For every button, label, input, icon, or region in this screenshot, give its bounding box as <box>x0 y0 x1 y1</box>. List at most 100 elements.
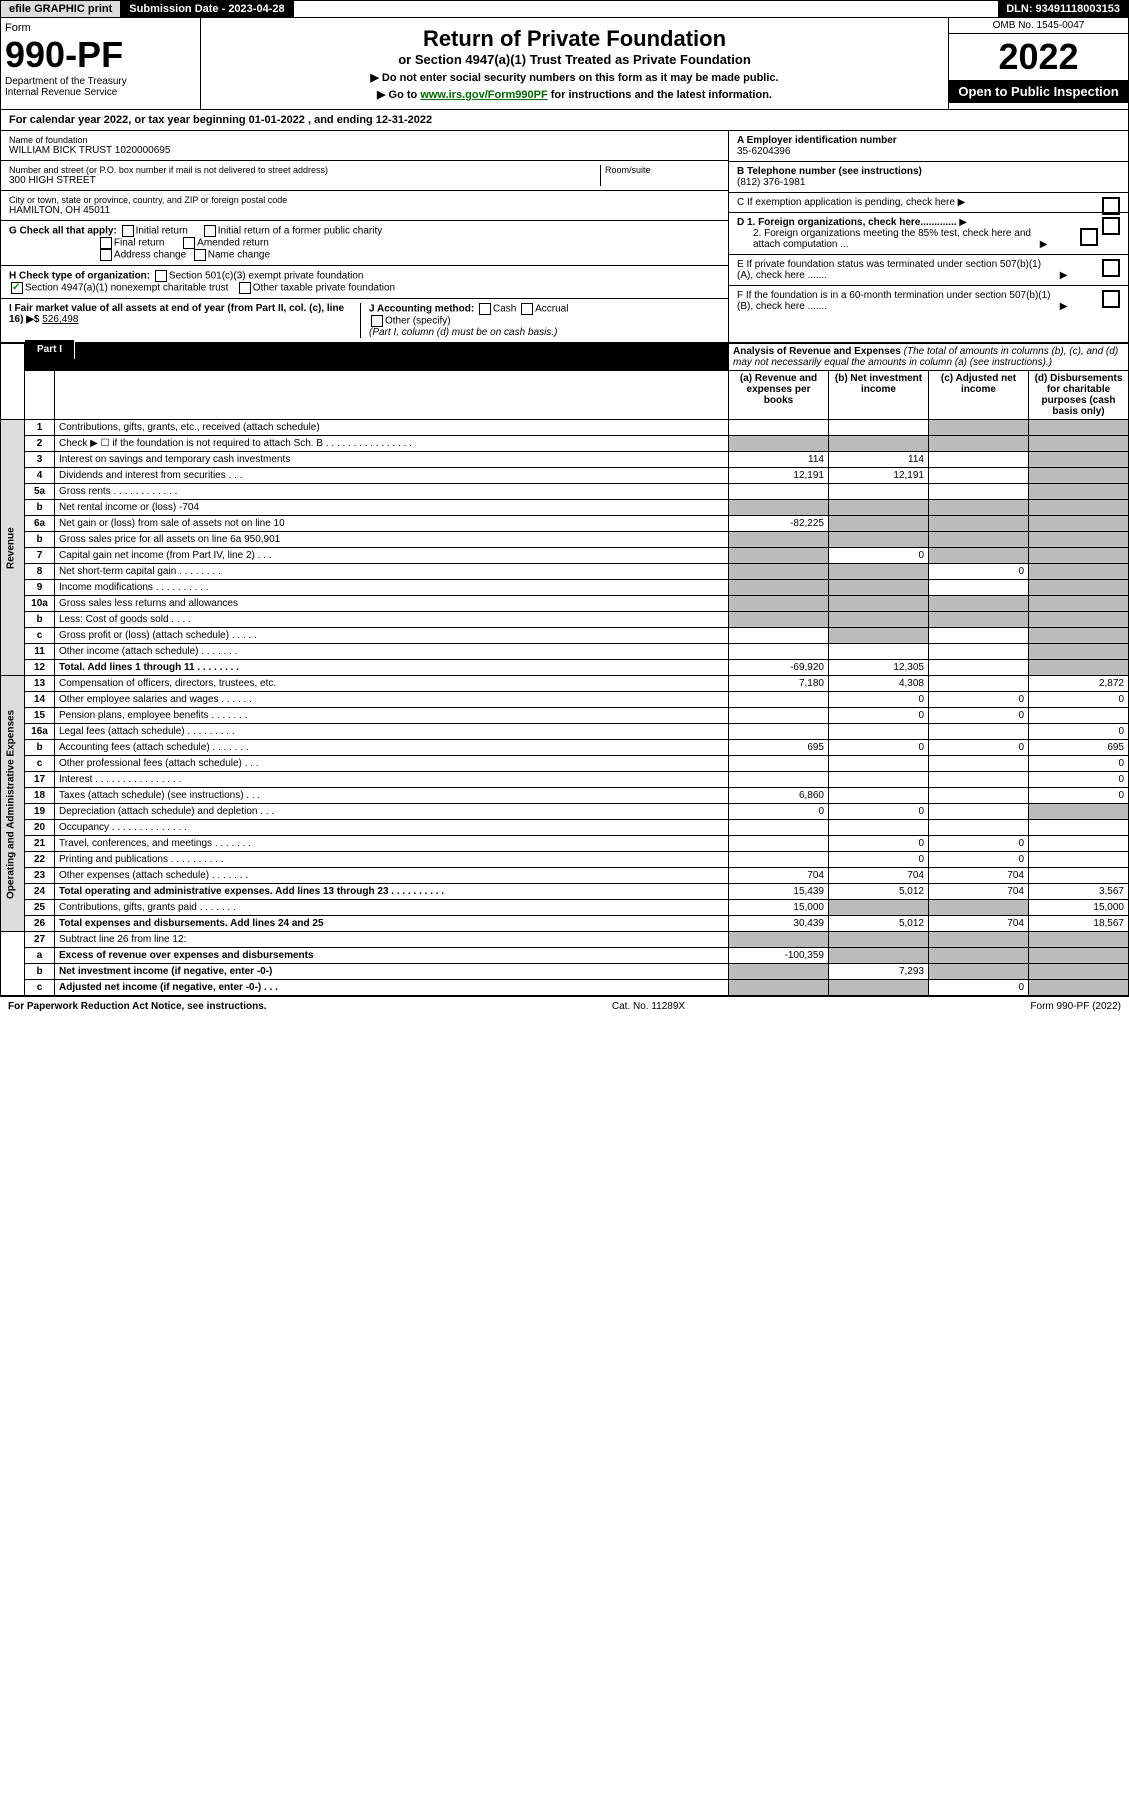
other-method-checkbox[interactable] <box>371 315 383 327</box>
line-number: c <box>25 756 55 772</box>
form-note-2: ▶ Go to www.irs.gov/Form990PF for instru… <box>209 88 940 101</box>
value-cell <box>1029 612 1129 628</box>
phone-value: (812) 376-1981 <box>737 177 1120 188</box>
table-row: bLess: Cost of goods sold . . . . <box>1 612 1129 628</box>
line-description: Net rental income or (loss) -704 <box>55 500 729 516</box>
value-cell: 0 <box>929 564 1029 580</box>
line-description: Total. Add lines 1 through 11 . . . . . … <box>55 660 729 676</box>
line-description: Gross rents . . . . . . . . . . . . <box>55 484 729 500</box>
table-row: 17Interest . . . . . . . . . . . . . . .… <box>1 772 1129 788</box>
value-cell <box>929 468 1029 484</box>
value-cell <box>929 772 1029 788</box>
line-number: 11 <box>25 644 55 660</box>
line-description: Other income (attach schedule) . . . . .… <box>55 644 729 660</box>
instructions-link[interactable]: www.irs.gov/Form990PF <box>420 89 547 101</box>
table-row: 15Pension plans, employee benefits . . .… <box>1 708 1129 724</box>
value-cell: 0 <box>829 708 929 724</box>
value-cell <box>729 964 829 980</box>
col-b-header: (b) Net investment income <box>829 371 929 420</box>
final-return-checkbox[interactable] <box>100 237 112 249</box>
value-cell <box>1029 628 1129 644</box>
line-description: Other professional fees (attach schedule… <box>55 756 729 772</box>
line-number: 19 <box>25 804 55 820</box>
value-cell <box>929 644 1029 660</box>
line-number: 18 <box>25 788 55 804</box>
line-description: Printing and publications . . . . . . . … <box>55 852 729 868</box>
line-number: 7 <box>25 548 55 564</box>
amended-return-checkbox[interactable] <box>183 237 195 249</box>
col-c-header: (c) Adjusted net income <box>929 371 1029 420</box>
value-cell: 12,305 <box>829 660 929 676</box>
table-row: 27Subtract line 26 from line 12: <box>1 932 1129 948</box>
line-number: 8 <box>25 564 55 580</box>
initial-former-checkbox[interactable] <box>204 225 216 237</box>
value-cell: 704 <box>929 868 1029 884</box>
value-cell <box>1029 420 1129 436</box>
table-row: 21Travel, conferences, and meetings . . … <box>1 836 1129 852</box>
value-cell: 15,000 <box>729 900 829 916</box>
table-row: 8Net short-term capital gain . . . . . .… <box>1 564 1129 580</box>
line-description: Net short-term capital gain . . . . . . … <box>55 564 729 580</box>
d1-checkbox[interactable] <box>1102 217 1120 235</box>
line-number: c <box>25 980 55 996</box>
name-change-checkbox[interactable] <box>194 249 206 261</box>
value-cell: 6,860 <box>729 788 829 804</box>
f-checkbox[interactable] <box>1102 290 1120 308</box>
501c3-checkbox[interactable] <box>155 270 167 282</box>
line-description: Gross profit or (loss) (attach schedule)… <box>55 628 729 644</box>
form-title: Return of Private Foundation <box>209 26 940 52</box>
4947a1-checkbox[interactable] <box>11 282 23 294</box>
value-cell <box>1029 516 1129 532</box>
other-taxable-checkbox[interactable] <box>239 282 251 294</box>
line-number: 9 <box>25 580 55 596</box>
line-number: 1 <box>25 420 55 436</box>
col-a-header: (a) Revenue and expenses per books <box>729 371 829 420</box>
value-cell <box>729 484 829 500</box>
line-number: b <box>25 964 55 980</box>
table-row: Revenue1Contributions, gifts, grants, et… <box>1 420 1129 436</box>
initial-return-checkbox[interactable] <box>122 225 134 237</box>
line-number: 12 <box>25 660 55 676</box>
value-cell <box>829 580 929 596</box>
line-number: 2 <box>25 436 55 452</box>
table-row: 3Interest on savings and temporary cash … <box>1 452 1129 468</box>
value-cell: 0 <box>829 548 929 564</box>
value-cell <box>929 820 1029 836</box>
d2-checkbox[interactable] <box>1080 228 1098 246</box>
line-number: 13 <box>25 676 55 692</box>
cash-checkbox[interactable] <box>479 303 491 315</box>
value-cell <box>1029 468 1129 484</box>
value-cell <box>1029 436 1129 452</box>
value-cell: 12,191 <box>829 468 929 484</box>
value-cell: -69,920 <box>729 660 829 676</box>
value-cell: 0 <box>929 980 1029 996</box>
line-number: 26 <box>25 916 55 932</box>
accrual-checkbox[interactable] <box>521 303 533 315</box>
value-cell <box>729 612 829 628</box>
line-number: 23 <box>25 868 55 884</box>
value-cell: 3,567 <box>1029 884 1129 900</box>
line-description: Contributions, gifts, grants paid . . . … <box>55 900 729 916</box>
value-cell: -82,225 <box>729 516 829 532</box>
address-change-checkbox[interactable] <box>100 249 112 261</box>
line-description: Interest on savings and temporary cash i… <box>55 452 729 468</box>
table-row: cAdjusted net income (if negative, enter… <box>1 980 1129 996</box>
efile-button[interactable]: efile GRAPHIC print <box>1 1 121 17</box>
value-cell <box>829 980 929 996</box>
ein-label: A Employer identification number <box>737 135 1120 146</box>
line-number: 3 <box>25 452 55 468</box>
value-cell <box>1029 644 1129 660</box>
table-row: 4Dividends and interest from securities … <box>1 468 1129 484</box>
value-cell: 15,000 <box>1029 900 1129 916</box>
value-cell: 0 <box>829 740 929 756</box>
part1-label: Part I <box>25 340 75 359</box>
c-checkbox[interactable] <box>1102 197 1120 215</box>
line-number: 27 <box>25 932 55 948</box>
e-checkbox[interactable] <box>1102 259 1120 277</box>
value-cell <box>829 612 929 628</box>
line-description: Pension plans, employee benefits . . . .… <box>55 708 729 724</box>
line-number: 24 <box>25 884 55 900</box>
tax-year: 2022 <box>949 34 1128 80</box>
value-cell <box>1029 580 1129 596</box>
table-row: bNet investment income (if negative, ent… <box>1 964 1129 980</box>
